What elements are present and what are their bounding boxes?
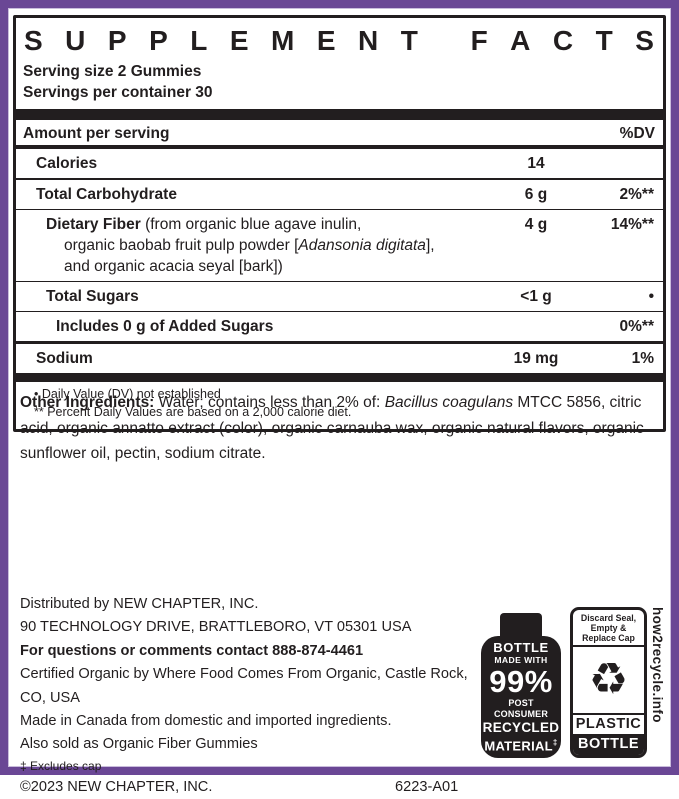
bottle-badge-line1: BOTTLE <box>493 640 549 656</box>
recycle-divider-top <box>573 645 644 647</box>
how2recycle-label: Discard Seal, Empty & Replace Cap ♻ PLAS… <box>570 607 647 758</box>
row-total-sugars: Total Sugars <1 g • <box>16 281 663 311</box>
sodium-label: Sodium <box>36 350 93 367</box>
serving-info: Serving size 2 Gummies Servings per cont… <box>16 59 663 109</box>
recycle-material: PLASTIC <box>575 716 642 732</box>
bottle-badge-line5: MATERIAL‡ <box>484 738 558 754</box>
distributed-by: Distributed by NEW CHAPTER, INC. <box>20 596 259 612</box>
certified-organic: Certified Organic by Where Food Comes Fr… <box>20 666 468 706</box>
row-calories: Calories 14 <box>16 149 663 178</box>
distribution-block: Distributed by NEW CHAPTER, INC. 90 TECH… <box>20 593 472 799</box>
total-sugars-amount: <1 g <box>520 288 552 305</box>
species-name-italic: Adansonia digitata <box>298 237 426 254</box>
calories-amount: 14 <box>527 155 545 172</box>
recycle-container: BOTTLE <box>573 734 644 755</box>
total-sugars-dv: • <box>648 288 654 305</box>
added-sugars-label: Includes 0 g of Added Sugars <box>56 318 274 335</box>
how2recycle-website: how2recycle.info <box>650 607 665 723</box>
amount-header-row: Amount per serving %DV <box>16 120 663 149</box>
footnote-dv-not-established: • Daily Value (DV) not established <box>34 387 221 401</box>
sodium-amount: 19 mg <box>513 350 559 367</box>
total-carbohydrate-amount: 6 g <box>524 186 548 203</box>
copyright: ©2023 NEW CHAPTER, INC. <box>20 778 213 795</box>
sodium-dv: 1% <box>631 350 654 367</box>
dietary-fiber-label: Dietary Fiber <box>46 216 141 233</box>
total-sugars-label: Total Sugars <box>46 288 139 305</box>
bottle-badge-line4: RECYCLED <box>482 720 560 736</box>
copyright-line: ©2023 NEW CHAPTER, INC. 6223-A01 <box>20 776 472 799</box>
bacillus-italic: Bacillus coagulans <box>384 394 514 411</box>
dietary-fiber-line2: organic baobab fruit pulp powder [Adanso… <box>64 237 435 254</box>
servings-per-container: Servings per container 30 <box>23 83 213 101</box>
bottle-badge-percent: 99% <box>489 664 553 700</box>
total-carbohydrate-label: Total Carbohydrate <box>36 186 177 203</box>
dagger-mark: ‡ <box>552 738 558 748</box>
recycle-divider-bottom <box>573 713 644 715</box>
other-ingredients: Other Ingredients: Water; contains less … <box>20 394 644 462</box>
dietary-fiber-dv: 14%** <box>610 216 654 233</box>
dv-header: %DV <box>619 125 655 142</box>
product-code: 6223-A01 <box>395 778 459 795</box>
bottle-cap-icon <box>500 613 542 637</box>
row-sodium: Sodium 19 mg 1% <box>16 341 663 373</box>
contact-line: For questions or comments contact 888-87… <box>20 642 364 659</box>
bottle-badge-line2: MADE WITH <box>494 655 548 666</box>
row-total-carbohydrate: Total Carbohydrate 6 g 2%** <box>16 178 663 209</box>
amount-per-serving-header: Amount per serving <box>23 125 170 142</box>
row-dietary-fiber: Dietary Fiber (from organic blue agave i… <box>16 209 663 281</box>
footnote-percent-dv: ** Percent Daily Values are based on a 2… <box>34 404 352 419</box>
bottle-body-icon: BOTTLE MADE WITH 99% POST CONSUMER RECYC… <box>481 636 561 758</box>
divider-bar-bottom <box>16 373 663 382</box>
divider-bar-top <box>16 109 663 120</box>
calories-label: Calories <box>36 155 98 172</box>
total-carbohydrate-dv: 2%** <box>619 186 654 203</box>
address: 90 TECHNOLOGY DRIVE, BRATTLEBORO, VT 053… <box>20 619 412 636</box>
added-sugars-dv: 0%** <box>619 318 654 335</box>
made-in: Made in Canada from domestic and importe… <box>20 713 392 730</box>
dietary-fiber-line3: and organic acacia seyal [bark]) <box>64 258 283 275</box>
serving-size: Serving size 2 Gummies <box>23 63 202 80</box>
recycle-instructions: Discard Seal, Empty & Replace Cap <box>580 613 637 643</box>
dietary-fiber-amount: 4 g <box>524 216 548 233</box>
other-ingredients-label: Other Ingredients: <box>20 394 155 411</box>
recycled-bottle-badge: BOTTLE MADE WITH 99% POST CONSUMER RECYC… <box>481 613 561 758</box>
recycle-arrows-icon: ♻ <box>588 655 629 704</box>
panel-footnotes: • Daily Value (DV) not established ** Pe… <box>16 382 663 429</box>
bottle-badge-line3: POST CONSUMER <box>493 698 549 720</box>
dietary-fiber-line1: Dietary Fiber (from organic blue agave i… <box>46 216 362 233</box>
row-added-sugars: Includes 0 g of Added Sugars 0%** <box>16 311 663 341</box>
excludes-cap-footnote: ‡ Excludes cap <box>20 758 102 773</box>
also-sold-as: Also sold as Organic Fiber Gummies <box>20 736 258 753</box>
